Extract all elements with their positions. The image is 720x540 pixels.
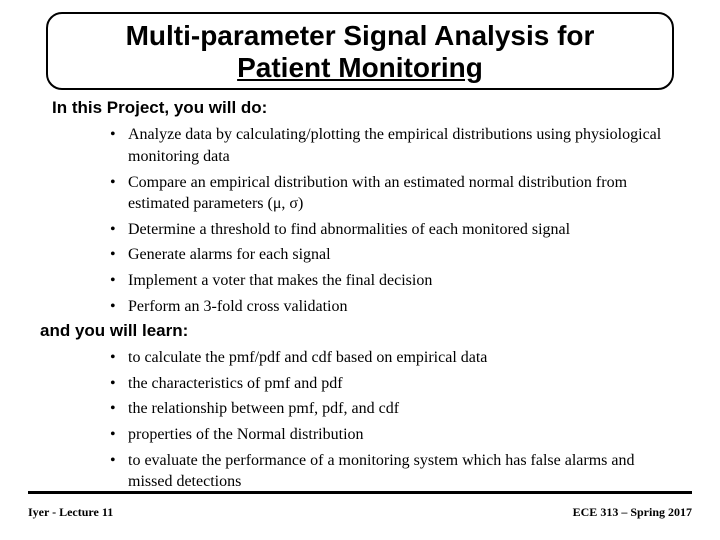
title-line-2: Patient Monitoring [237,52,483,83]
title-line-1: Multi-parameter Signal Analysis for [126,20,595,51]
bullet-list-learn: to calculate the pmf/pdf and cdf based o… [110,347,664,493]
bullet-list-do: Analyze data by calculating/plotting the… [110,124,664,317]
title-box: Multi-parameter Signal Analysis for Pati… [46,12,674,90]
list-item: the relationship between pmf, pdf, and c… [110,398,664,420]
list-item: Implement a voter that makes the final d… [110,270,664,292]
list-item: Generate alarms for each signal [110,244,664,266]
list-item: properties of the Normal distribution [110,424,664,446]
list-item: to evaluate the performance of a monitor… [110,450,664,493]
section-heading-learn: and you will learn: [40,321,692,341]
footer-rule [28,491,692,494]
slide-title: Multi-parameter Signal Analysis for Pati… [60,20,660,84]
list-item: Analyze data by calculating/plotting the… [110,124,664,167]
list-item: Compare an empirical distribution with a… [110,172,664,215]
footer-right: ECE 313 – Spring 2017 [573,505,692,520]
list-item: Determine a threshold to find abnormalit… [110,219,664,241]
section-heading-do: In this Project, you will do: [52,98,692,118]
list-item: the characteristics of pmf and pdf [110,373,664,395]
list-item: Perform an 3-fold cross validation [110,296,664,318]
slide: Multi-parameter Signal Analysis for Pati… [0,0,720,540]
list-item: to calculate the pmf/pdf and cdf based o… [110,347,664,369]
footer-left: Iyer - Lecture 11 [28,505,113,520]
footer: Iyer - Lecture 11 ECE 313 – Spring 2017 [28,505,692,520]
